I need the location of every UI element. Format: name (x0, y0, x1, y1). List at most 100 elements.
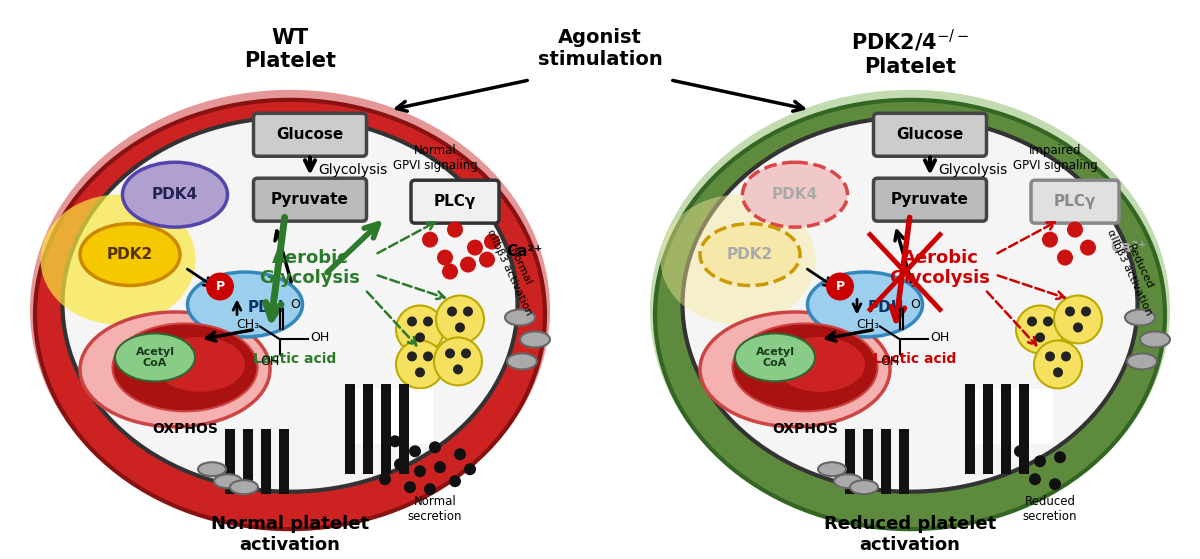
Circle shape (436, 296, 484, 343)
Ellipse shape (41, 195, 196, 324)
Circle shape (389, 435, 401, 447)
Circle shape (1045, 352, 1055, 362)
Text: OXPHOS: OXPHOS (772, 422, 838, 436)
FancyBboxPatch shape (874, 113, 986, 157)
Ellipse shape (80, 312, 270, 427)
Ellipse shape (655, 100, 1165, 529)
Circle shape (1073, 323, 1084, 333)
Circle shape (1034, 340, 1082, 389)
Text: OH: OH (881, 355, 900, 368)
Bar (965, 385, 974, 474)
Bar (278, 429, 289, 494)
Circle shape (1027, 316, 1037, 326)
Text: P: P (216, 280, 224, 293)
Circle shape (434, 338, 482, 385)
Circle shape (379, 473, 391, 485)
FancyBboxPatch shape (1031, 180, 1120, 223)
Ellipse shape (660, 195, 816, 324)
Ellipse shape (198, 462, 226, 476)
Ellipse shape (508, 353, 538, 369)
Text: PDH: PDH (248, 300, 284, 315)
Text: Reduced
secretion: Reduced secretion (1022, 495, 1078, 523)
Text: Normal
secretion: Normal secretion (408, 495, 462, 523)
Circle shape (479, 252, 496, 268)
Text: Normal platelet
activation: Normal platelet activation (211, 515, 370, 553)
Circle shape (446, 221, 463, 238)
FancyBboxPatch shape (874, 178, 986, 221)
Text: Aerobic: Aerobic (271, 249, 348, 267)
Ellipse shape (155, 337, 245, 392)
Circle shape (434, 461, 446, 473)
Circle shape (1080, 240, 1096, 255)
Bar (845, 429, 854, 494)
Circle shape (1049, 478, 1061, 490)
Ellipse shape (230, 480, 258, 494)
Text: Lactic acid: Lactic acid (874, 352, 956, 366)
Ellipse shape (834, 474, 862, 488)
Circle shape (1042, 231, 1058, 248)
Bar (364, 385, 373, 474)
Text: Lactic acid: Lactic acid (253, 352, 337, 366)
Circle shape (414, 465, 426, 477)
Ellipse shape (113, 324, 258, 411)
Circle shape (422, 231, 438, 248)
Circle shape (1030, 473, 1042, 485)
Text: PLCγ: PLCγ (1054, 194, 1096, 209)
Ellipse shape (30, 90, 550, 529)
Text: PDK2/4$^{-/-}$
Platelet: PDK2/4$^{-/-}$ Platelet (851, 28, 970, 77)
Circle shape (1014, 446, 1026, 457)
Bar (1001, 385, 1010, 474)
Bar (226, 429, 235, 494)
Text: PDK4: PDK4 (772, 187, 818, 202)
Ellipse shape (700, 224, 800, 286)
Circle shape (394, 458, 406, 470)
Text: PDH: PDH (868, 300, 905, 315)
Text: Acetyl
CoA: Acetyl CoA (756, 347, 794, 368)
Circle shape (446, 306, 457, 316)
Circle shape (396, 306, 444, 353)
Ellipse shape (520, 331, 550, 348)
Text: Ca²⁺: Ca²⁺ (506, 244, 542, 259)
Circle shape (424, 352, 433, 362)
Ellipse shape (187, 272, 302, 337)
Ellipse shape (743, 162, 847, 227)
Circle shape (449, 475, 461, 487)
Circle shape (461, 348, 470, 358)
Ellipse shape (1140, 331, 1170, 348)
Text: Glucose: Glucose (276, 127, 343, 143)
Circle shape (464, 463, 476, 475)
Text: OH: OH (260, 355, 280, 368)
Ellipse shape (732, 324, 877, 411)
Circle shape (1054, 296, 1102, 343)
Circle shape (1054, 367, 1063, 377)
Text: Glucose: Glucose (896, 127, 964, 143)
Circle shape (409, 446, 421, 457)
Ellipse shape (700, 312, 890, 427)
Text: Normal
GPVI signaling: Normal GPVI signaling (392, 144, 478, 172)
Ellipse shape (775, 337, 865, 392)
Bar (398, 390, 409, 469)
Text: Pyruvate: Pyruvate (271, 192, 349, 207)
Text: Ca²⁺: Ca²⁺ (1110, 240, 1146, 255)
Text: Glycolysis: Glycolysis (938, 163, 1007, 177)
Circle shape (454, 364, 463, 375)
Text: Impaired
GPVI signaling: Impaired GPVI signaling (1013, 144, 1097, 172)
FancyBboxPatch shape (253, 113, 366, 157)
Circle shape (1054, 451, 1066, 463)
Ellipse shape (1126, 310, 1154, 325)
FancyBboxPatch shape (253, 178, 366, 221)
Text: Glycolysis: Glycolysis (259, 268, 360, 287)
Text: Normal
αIIbβ3 activation: Normal αIIbβ3 activation (486, 222, 545, 316)
Circle shape (437, 249, 454, 266)
Text: Glycolysis: Glycolysis (889, 268, 990, 287)
Bar (364, 390, 373, 469)
Ellipse shape (115, 334, 194, 381)
Circle shape (826, 273, 854, 301)
Circle shape (407, 352, 418, 362)
Ellipse shape (808, 272, 923, 337)
Circle shape (1066, 306, 1075, 316)
Text: CH₃: CH₃ (857, 318, 880, 331)
Text: Reduced
αIIbβ3 activation: Reduced αIIbβ3 activation (1105, 222, 1164, 316)
Circle shape (1081, 306, 1091, 316)
Text: PDK2: PDK2 (727, 247, 773, 262)
